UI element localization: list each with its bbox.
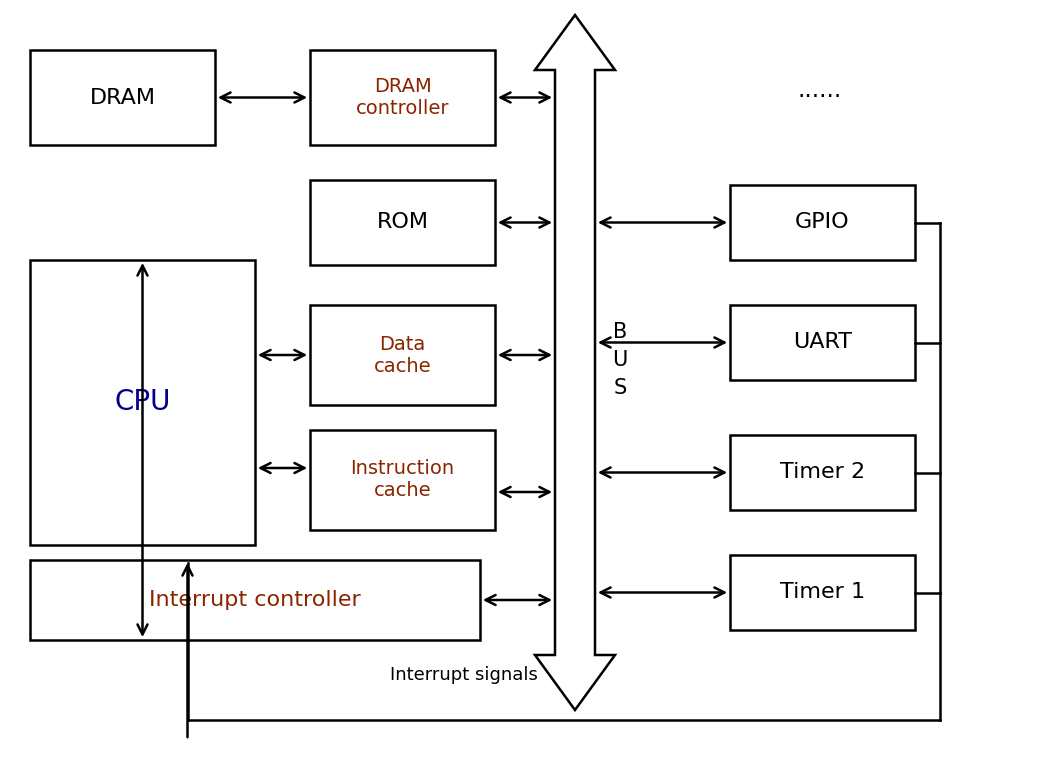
Bar xyxy=(730,185,915,260)
Text: CPU: CPU xyxy=(114,389,171,417)
Bar xyxy=(730,435,915,510)
Text: DRAM: DRAM xyxy=(90,88,155,107)
Text: ROM: ROM xyxy=(377,213,428,232)
Bar xyxy=(730,305,915,380)
Bar xyxy=(310,430,495,530)
Text: Timer 2: Timer 2 xyxy=(780,463,865,482)
Bar xyxy=(730,555,915,630)
Bar xyxy=(310,50,495,145)
Bar xyxy=(30,260,255,545)
Text: B
U
S: B U S xyxy=(612,322,628,398)
Text: Data
cache: Data cache xyxy=(373,335,431,376)
Text: Interrupt signals: Interrupt signals xyxy=(390,666,538,684)
Text: GPIO: GPIO xyxy=(795,213,850,232)
Text: Timer 1: Timer 1 xyxy=(780,582,865,603)
Text: DRAM
controller: DRAM controller xyxy=(356,77,449,118)
Bar xyxy=(310,305,495,405)
Text: UART: UART xyxy=(793,332,852,353)
Bar xyxy=(30,560,480,640)
Polygon shape xyxy=(535,15,615,710)
Text: Interrupt controller: Interrupt controller xyxy=(149,590,361,610)
Text: Instruction
cache: Instruction cache xyxy=(350,459,455,501)
Bar xyxy=(30,50,215,145)
Text: ......: ...... xyxy=(798,78,842,102)
Bar xyxy=(310,180,495,265)
